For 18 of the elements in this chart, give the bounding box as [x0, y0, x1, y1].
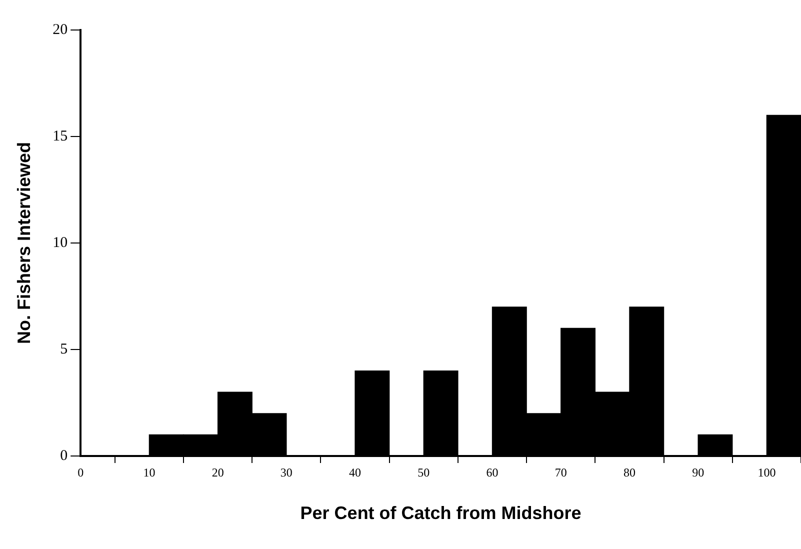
y-tick-label: 5 [60, 341, 68, 358]
x-tick-label: 30 [280, 465, 292, 480]
x-axis-title: Per Cent of Catch from Midshore [300, 503, 582, 524]
x-tick-label: 10 [143, 465, 156, 480]
x-tick-label: 90 [692, 465, 704, 480]
x-tick-label: 70 [554, 465, 567, 480]
x-tick-label: 60 [486, 465, 498, 480]
x-tick-label: 80 [623, 465, 636, 480]
x-tick-label: 20 [212, 465, 224, 480]
y-tick-label: 15 [52, 128, 68, 144]
x-tick-label: 40 [349, 465, 362, 480]
y-tick-label: 20 [52, 22, 68, 38]
x-tick-label: 0 [78, 465, 84, 480]
x-tick-label: 50 [418, 465, 430, 480]
y-axis-title: No. Fishers Interviewed [14, 142, 34, 344]
x-tick-label: 100 [758, 465, 776, 480]
y-tick-label: 10 [52, 234, 68, 251]
y-tick-label: 0 [60, 448, 68, 464]
